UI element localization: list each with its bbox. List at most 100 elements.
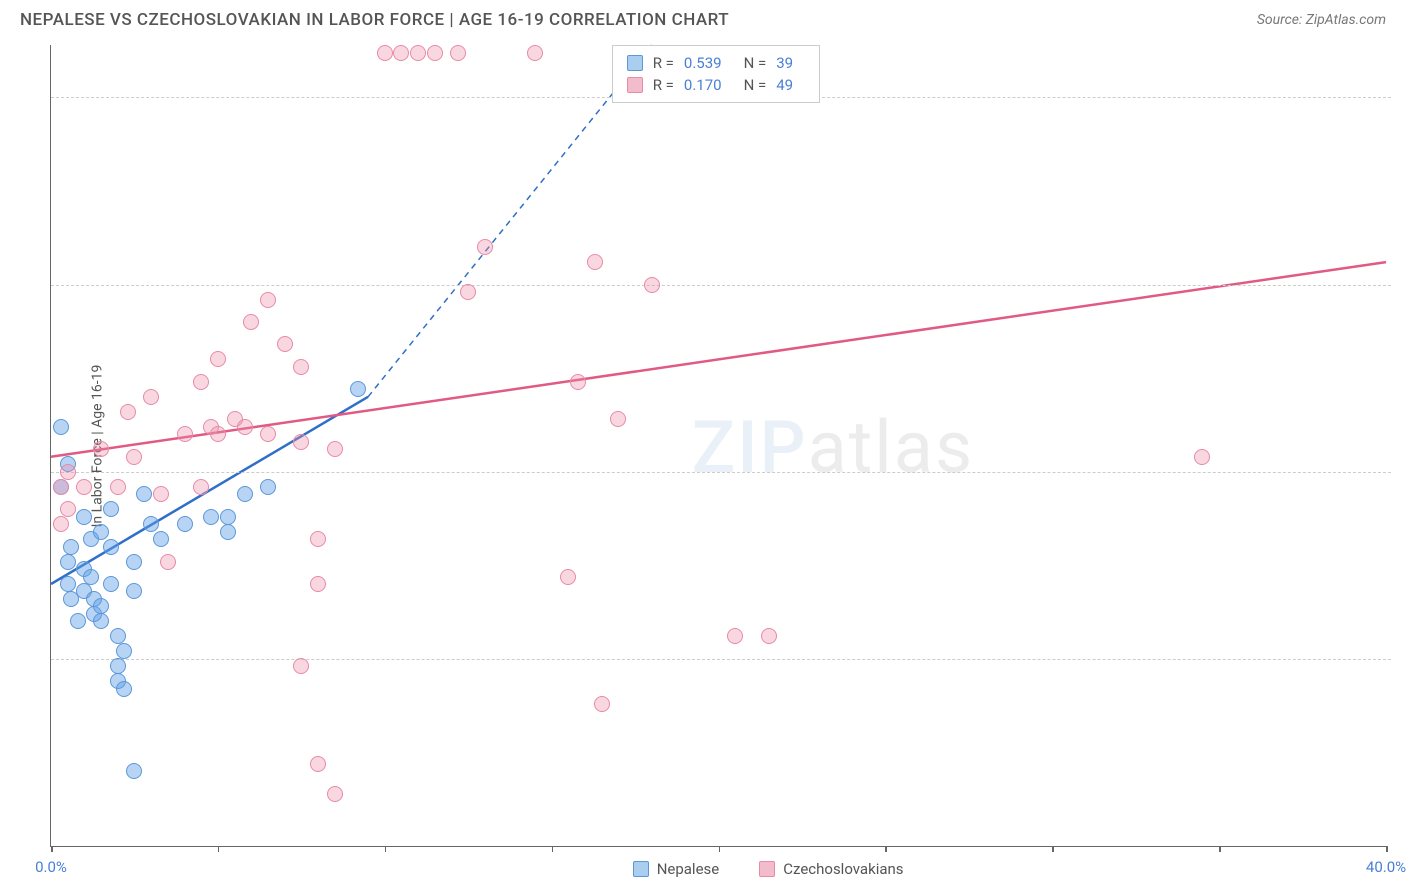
x-tick xyxy=(385,846,387,852)
data-point xyxy=(143,516,159,532)
data-point xyxy=(237,419,253,435)
data-point xyxy=(293,359,309,375)
data-point xyxy=(116,643,132,659)
data-point xyxy=(110,479,126,495)
data-point xyxy=(327,441,343,457)
gridline xyxy=(51,472,1391,473)
data-point xyxy=(293,434,309,450)
data-point xyxy=(293,658,309,674)
x-tick xyxy=(1052,846,1054,852)
legend-swatch xyxy=(633,861,649,877)
data-point xyxy=(310,576,326,592)
data-point xyxy=(393,45,409,61)
y-tick-label: 25.0% xyxy=(1396,662,1406,680)
data-point xyxy=(220,524,236,540)
data-point xyxy=(136,486,152,502)
data-point xyxy=(203,509,219,525)
data-point xyxy=(110,658,126,674)
data-point xyxy=(610,411,626,427)
x-tick xyxy=(1219,846,1221,852)
data-point xyxy=(110,628,126,644)
data-point xyxy=(570,374,586,390)
data-point xyxy=(76,509,92,525)
data-point xyxy=(527,45,543,61)
data-point xyxy=(70,613,86,629)
data-point xyxy=(310,756,326,772)
data-point xyxy=(193,479,209,495)
data-point xyxy=(210,426,226,442)
legend-swatch xyxy=(759,861,775,877)
stats-row: R =0.539 N =39 xyxy=(627,52,805,74)
legend-item: Nepalese xyxy=(633,860,720,878)
data-point xyxy=(237,486,253,502)
data-point xyxy=(153,531,169,547)
x-tick-label: 40.0% xyxy=(1366,858,1406,876)
data-point xyxy=(93,598,109,614)
data-point xyxy=(277,336,293,352)
data-point xyxy=(53,516,69,532)
stats-row: R =0.170 N =49 xyxy=(627,74,805,96)
data-point xyxy=(727,628,743,644)
legend: Nepalese Czechoslovakians xyxy=(633,860,904,878)
series-swatch xyxy=(627,55,643,71)
data-point xyxy=(410,45,426,61)
source-label: Source: ZipAtlas.com xyxy=(1257,12,1386,28)
data-point xyxy=(60,501,76,517)
x-tick xyxy=(552,846,554,852)
data-point xyxy=(177,516,193,532)
data-point xyxy=(477,239,493,255)
x-tick xyxy=(51,846,53,852)
data-point xyxy=(450,45,466,61)
data-point xyxy=(260,426,276,442)
data-point xyxy=(587,254,603,270)
data-point xyxy=(1194,449,1210,465)
gridline xyxy=(51,285,1391,286)
data-point xyxy=(93,441,109,457)
data-point xyxy=(76,479,92,495)
data-point xyxy=(193,374,209,390)
data-point xyxy=(460,284,476,300)
stats-panel: R =0.539 N =39 R =0.170 N =49 xyxy=(612,45,820,103)
data-point xyxy=(103,539,119,555)
x-tick xyxy=(218,846,220,852)
x-tick xyxy=(719,846,721,852)
data-point xyxy=(644,277,660,293)
x-tick xyxy=(885,846,887,852)
data-point xyxy=(53,479,69,495)
legend-label: Nepalese xyxy=(657,860,720,878)
data-point xyxy=(83,569,99,585)
data-point xyxy=(116,681,132,697)
x-tick-label: 0.0% xyxy=(35,858,67,876)
data-point xyxy=(143,389,159,405)
y-tick-label: 75.0% xyxy=(1396,288,1406,306)
data-point xyxy=(53,419,69,435)
data-point xyxy=(327,786,343,802)
chart-area: In Labor Force | Age 16-19 ZIPatlas 25.0… xyxy=(50,45,1386,847)
data-point xyxy=(126,763,142,779)
data-point xyxy=(160,554,176,570)
data-point xyxy=(260,292,276,308)
y-tick-label: 50.0% xyxy=(1396,475,1406,493)
data-point xyxy=(310,531,326,547)
data-point xyxy=(93,524,109,540)
data-point xyxy=(243,314,259,330)
data-point xyxy=(560,569,576,585)
data-point xyxy=(594,696,610,712)
data-point xyxy=(60,464,76,480)
data-point xyxy=(260,479,276,495)
data-point xyxy=(126,449,142,465)
data-point xyxy=(377,45,393,61)
chart-title: NEPALESE VS CZECHOSLOVAKIAN IN LABOR FOR… xyxy=(20,10,729,30)
x-tick xyxy=(1386,846,1388,852)
data-point xyxy=(126,583,142,599)
data-point xyxy=(120,404,136,420)
data-point xyxy=(126,554,142,570)
data-point xyxy=(220,509,236,525)
gridline xyxy=(51,659,1391,660)
data-point xyxy=(153,486,169,502)
data-point xyxy=(210,351,226,367)
legend-label: Czechoslovakians xyxy=(783,860,903,878)
data-point xyxy=(103,576,119,592)
y-tick-label: 100.0% xyxy=(1396,100,1406,118)
data-point xyxy=(63,539,79,555)
